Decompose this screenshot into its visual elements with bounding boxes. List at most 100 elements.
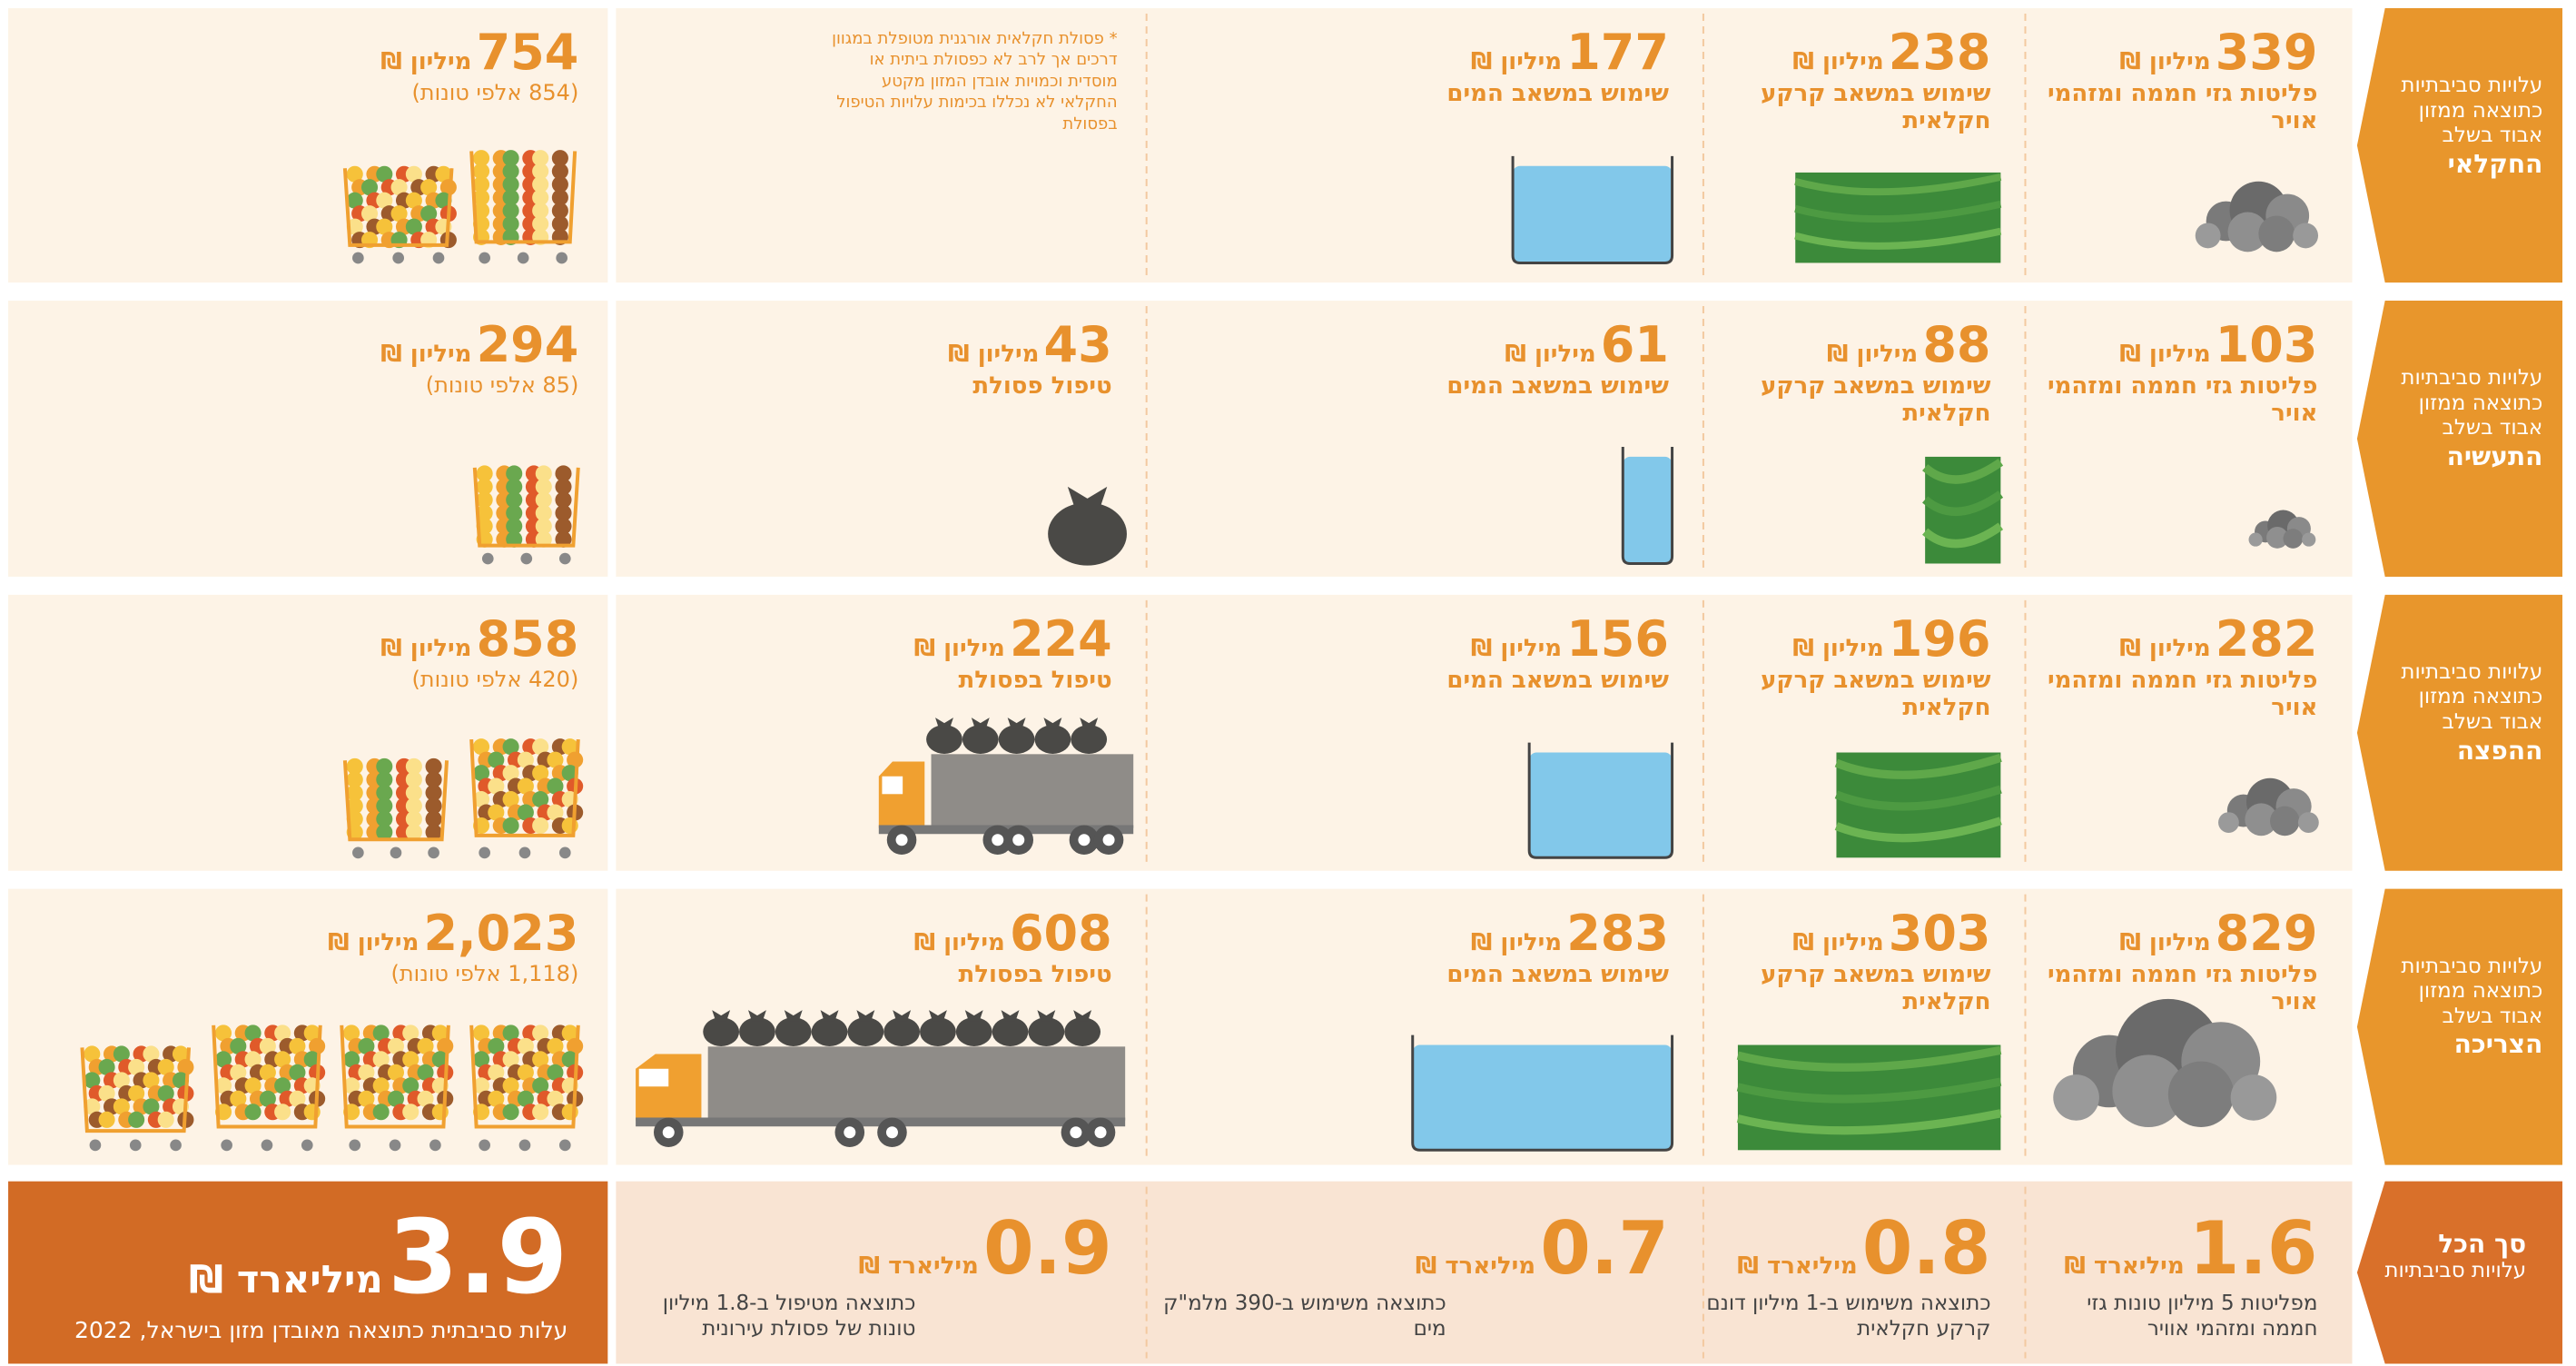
cell: 224 מיליון ₪טיפול בפסולת: [616, 611, 1111, 695]
value-line: 2,023 מיליון ₪: [8, 906, 578, 962]
summary-desc: כתוצאה מטיפול ב-1.8 מיליון טונות של פסול…: [616, 1291, 915, 1343]
cab: [879, 761, 924, 827]
cart-wheel: [519, 847, 531, 859]
smoke-puff: [2168, 1062, 2234, 1127]
smoke-puff: [2249, 532, 2263, 546]
value: 177: [1566, 24, 1669, 81]
value-line: 339 מיליון ₪: [2025, 25, 2317, 81]
unit: מיליון ₪: [380, 48, 471, 75]
cell-label: שימוש במשאב המים: [1147, 668, 1669, 695]
infographic: עלויות סביבתיות כתוצאה ממזון אבוד בשלבהח…: [0, 0, 2576, 1366]
smoke-puff: [2196, 223, 2221, 248]
value: 43: [1044, 316, 1112, 373]
value-line: 294 מיליון ₪: [8, 317, 578, 373]
summary-desc: כתוצאה משימוש ב-1 מיליון דונם קרקע חקלאי…: [1703, 1291, 1991, 1343]
bag: [847, 1017, 883, 1046]
bag: [1064, 1017, 1100, 1046]
cell-label: שימוש במשאב קרקע חקלאית: [1703, 668, 1991, 722]
cart-wheel: [519, 1140, 531, 1152]
value: 0.9: [983, 1206, 1112, 1291]
cell-label: טיפול בפסולת: [616, 962, 1111, 989]
value: 754: [477, 24, 579, 81]
total-cell: 754 מיליון ₪ (854 אלפי טונות): [8, 25, 578, 106]
cart-wheel: [520, 553, 532, 565]
value-line: 858 מיליון ₪: [8, 611, 578, 668]
unit: מיליון ₪: [914, 635, 1005, 662]
cart-wheel: [559, 553, 571, 565]
summary-desc: מפליטות 5 מיליון טונות גזי חממה ומזהמי א…: [2025, 1291, 2317, 1343]
value: 3.9: [388, 1199, 568, 1317]
grand-total: 3.9 מיליארד ₪עלות סביבתית כתוצאה מאובדן …: [8, 1200, 568, 1345]
hub: [1012, 834, 1024, 846]
total-cell: 2,023 מיליון ₪(1,118 אלפי טונות): [8, 906, 578, 987]
value: 608: [1010, 905, 1112, 962]
bag: [1028, 1017, 1064, 1046]
summary-cell: 1.6 מיליארד ₪ מפליטות 5 מיליון טונות גזי …: [2025, 1207, 2317, 1343]
cell-label: פליטות גזי חממה ומזהמי אויר: [2025, 81, 2317, 135]
food: [503, 1104, 519, 1120]
field-icon: [1836, 753, 2000, 858]
cart-wheel: [428, 847, 439, 859]
unit: מיליון ₪: [2119, 48, 2210, 75]
unit: מיליון ₪: [2119, 341, 2210, 368]
stage-text: עלויות סביבתיות כתוצאה ממזון אבוד בשלב: [2401, 955, 2542, 1028]
bag: [703, 1017, 739, 1046]
value: 88: [1922, 316, 1990, 373]
unit: מיליון ₪: [914, 929, 1005, 956]
cart-wheel: [170, 1140, 182, 1152]
unit: מיליארד ₪: [1416, 1252, 1535, 1280]
unit: מיליארד ₪: [2064, 1252, 2184, 1280]
value: 1.6: [2189, 1206, 2318, 1291]
cell: 177 מיליון ₪שימוש במשאב המים: [1147, 25, 1669, 108]
bag: [920, 1017, 956, 1046]
bag: [812, 1017, 848, 1046]
cart-wheel: [482, 553, 494, 565]
cell-label: שימוש במשאב המים: [1147, 373, 1669, 401]
smoke-puff: [2053, 1074, 2099, 1121]
unit: מיליון ₪: [1471, 929, 1562, 956]
cart-wheel: [352, 847, 364, 859]
value: 156: [1566, 610, 1669, 668]
value: 238: [1889, 24, 1991, 81]
food: [245, 1104, 262, 1120]
tons: (85 אלפי טונות): [8, 373, 578, 399]
value-line: 0.7 מיליארד ₪: [1147, 1207, 1669, 1291]
stage-text: עלויות סביבתיות כתוצאה ממזון אבוד בשלב: [2401, 366, 2542, 440]
cart-wheel: [559, 847, 571, 859]
food: [402, 1104, 419, 1120]
value-line: 43 מיליון ₪: [616, 317, 1111, 373]
tons: (854 אלפי טונות): [8, 81, 578, 106]
value-line: 608 מיליון ₪: [616, 906, 1111, 962]
bag: [926, 725, 962, 754]
cell: 196 מיליון ₪שימוש במשאב קרקע חקלאית: [1703, 611, 1991, 722]
cell: 61 מיליון ₪שימוש במשאב המים: [1147, 317, 1669, 401]
tons: (420 אלפי טונות): [8, 668, 578, 693]
smoke-puff: [2298, 812, 2319, 833]
cell-label: פליטות גזי חממה ומזהמי אויר: [2025, 373, 2317, 428]
cart-wheel: [390, 847, 402, 859]
cell-label: פליטות גזי חממה ומזהמי אויר: [2025, 962, 2317, 1016]
cart-wheel: [349, 1140, 360, 1152]
smoke-puff: [2218, 812, 2239, 833]
bag: [992, 1017, 1029, 1046]
water-icon: [1513, 156, 1672, 263]
food: [503, 817, 519, 834]
field-icon: [1795, 173, 2000, 262]
value-line: 224 מיליון ₪: [616, 611, 1111, 668]
hub: [1070, 1126, 1081, 1138]
value: 829: [2216, 905, 2318, 962]
footnote-text: פסולת חקלאית אורגנית מטופלת במגוון דרכים…: [832, 29, 1118, 134]
hub: [992, 834, 1003, 846]
footnote: * פסולת חקלאית אורגנית מטופלת במגוון דרכ…: [827, 28, 1118, 134]
unit: מיליון ₪: [2119, 929, 2210, 956]
value: 339: [2216, 24, 2318, 81]
total-cell: 294 מיליון ₪(85 אלפי טונות): [8, 317, 578, 399]
hub: [844, 1126, 855, 1138]
value: 294: [477, 316, 579, 373]
tons: (1,118 אלפי טונות): [8, 962, 578, 987]
unit: מיליארד ₪: [1737, 1252, 1857, 1280]
cart-wheel: [352, 252, 364, 264]
value-line: 156 מיליון ₪: [1147, 611, 1669, 668]
value: 196: [1889, 610, 1991, 668]
cart-wheel: [301, 1140, 313, 1152]
